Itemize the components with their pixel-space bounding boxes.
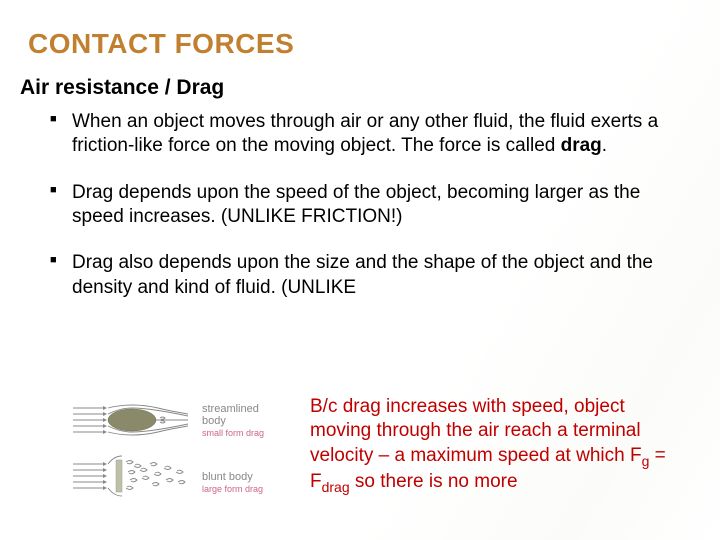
diagram-label-blunt: blunt body (202, 471, 253, 483)
bullet-text: Drag depends upon the speed of the objec… (72, 182, 640, 227)
bullet-list: When an object moves through air or any … (28, 110, 692, 300)
red-note-text: so there is no more (350, 471, 518, 492)
subscript-drag: drag (322, 479, 350, 495)
streamlined-group (73, 405, 188, 435)
slide: CONTACT FORCES Air resistance / Drag Whe… (0, 0, 720, 540)
blunt-group (73, 456, 185, 496)
drag-diagram: streamlined body small form drag (70, 398, 290, 518)
bullet-bold: drag (561, 135, 602, 156)
diagram-label-small-drag: small form drag (202, 428, 264, 438)
slide-title: CONTACT FORCES (28, 28, 692, 60)
red-note: B/c drag increases with speed, object mo… (310, 395, 680, 497)
diagram-label-large-drag: large form drag (202, 484, 263, 494)
bullet-text: Drag also depends upon the size and the … (72, 252, 653, 297)
slide-subtitle: Air resistance / Drag (20, 76, 692, 100)
bullet-item: Drag also depends upon the size and the … (50, 251, 692, 300)
bullet-item: When an object moves through air or any … (50, 110, 692, 159)
red-note-text: B/c drag increases with speed, object mo… (310, 396, 642, 466)
diagram-label-body: body (202, 415, 226, 427)
bullet-text-post: . (602, 135, 607, 156)
diagram-label-streamlined: streamlined (202, 403, 259, 415)
bullet-item: Drag depends upon the speed of the objec… (50, 181, 692, 230)
